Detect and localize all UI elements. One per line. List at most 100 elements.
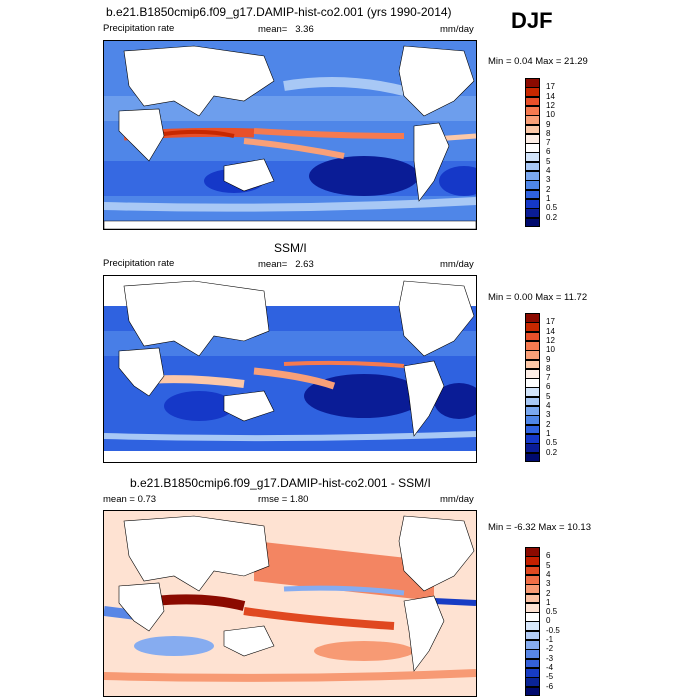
panel2-mean-value: 2.63 xyxy=(295,259,314,270)
panel3-colorbar-label: -1 xyxy=(546,635,554,644)
panel2-mean-label: mean= 2.63 xyxy=(258,259,314,270)
season-label: DJF xyxy=(511,8,553,33)
panel1-colorbar-cell xyxy=(525,217,540,228)
panel1-variable-label: Precipitation rate xyxy=(103,23,175,34)
panel3-colorbar-label: 0.5 xyxy=(546,607,558,617)
panel3-title: b.e21.B1850cmip6.f09_g17.DAMIP-hist-co2.… xyxy=(130,476,431,490)
panel1-minmax: Min = 0.04 Max = 21.29 xyxy=(488,56,588,67)
panel3-mean: mean = 0.73 xyxy=(103,494,157,505)
panel2-spcz xyxy=(253,367,336,390)
panel3-rmse: rmse = 1.80 xyxy=(258,494,309,505)
panel1-mean-value: 3.36 xyxy=(295,24,314,35)
panel3-colorbar-label: 3 xyxy=(546,579,551,589)
panel2-dry-satlantic xyxy=(434,383,476,419)
panel1-colorbar-label: 9 xyxy=(546,119,551,129)
panel2-land xyxy=(118,280,475,437)
panel2-colorbar-label: 6 xyxy=(546,382,551,392)
panel3-pacific-itcz-dry xyxy=(283,585,405,596)
panel2-colorbar: 17 14 12 10 9 8 7 6 5 4 3 2 1 0.5 0.2 xyxy=(525,313,585,463)
panel2-colorbar-label: 12 xyxy=(546,335,555,345)
panel1-colorbar-cell xyxy=(525,161,540,172)
panel3-colorbar-label: -5 xyxy=(546,672,554,682)
panel3-colorbar-label: 0 xyxy=(546,616,551,626)
panel3-colorbar-label: 2 xyxy=(546,588,551,598)
panel1-colorbar-label: 14 xyxy=(546,91,555,101)
panel1-colorbar-label: 3 xyxy=(546,175,551,185)
panel2-colorbar-label: 1 xyxy=(546,428,551,438)
panel3-colorbar-cell xyxy=(525,686,540,697)
panel2-colorbar-cell xyxy=(525,396,540,407)
panel2-colorbar-label: 14 xyxy=(546,326,555,336)
panel1-colorbar-label: 17 xyxy=(546,82,555,92)
panel3-colorbar: 6 5 4 3 2 1 0.5 0 -0.5 -1 -2 -3 -4 -5 -6 xyxy=(525,547,585,697)
panel1-colorbar-label: 2 xyxy=(546,184,551,194)
panel1-spcz xyxy=(243,138,345,159)
panel1-npacific-track xyxy=(283,77,406,96)
panel1-title: b.e21.B1850cmip6.f09_g17.DAMIP-hist-co2.… xyxy=(106,5,452,19)
panel2-south-track xyxy=(104,431,476,442)
panel1-colorbar-label: 0.5 xyxy=(546,203,558,213)
panel2-minmax: Min = 0.00 Max = 11.72 xyxy=(488,292,588,303)
panel2-units: mm/day xyxy=(440,259,474,270)
panel1-map xyxy=(103,40,477,230)
panel3-land xyxy=(118,515,475,672)
panel3-colorbar-cell xyxy=(525,584,540,594)
panel3-colorbar-label: 4 xyxy=(546,569,551,579)
panel3-tropical-wet xyxy=(243,607,395,630)
panel1-map-svg xyxy=(104,41,476,229)
panel2-colorbar-cell xyxy=(525,443,540,453)
panel3-colorbar-label: 5 xyxy=(546,560,551,570)
panel2-colorbar-label: 10 xyxy=(546,345,555,355)
panel2-pacific-itcz xyxy=(283,360,405,368)
panel2-colorbar-label: 9 xyxy=(546,354,551,364)
panel3-atlantic-dry xyxy=(433,598,476,606)
panel1-indian-core xyxy=(163,129,235,138)
panel1-south-track xyxy=(104,197,476,212)
panel1-dry-sepacific xyxy=(309,156,419,196)
panel3-colorbar-label: -2 xyxy=(546,644,554,654)
panel2-colorbar-label: 3 xyxy=(546,410,551,420)
panel1-dry-satlantic xyxy=(439,166,476,196)
panel2-title: SSM/I xyxy=(274,241,307,255)
panel2-colorbar-label: 17 xyxy=(546,317,555,327)
panel3-indian-wet xyxy=(153,594,246,611)
panel3-sindian-dry xyxy=(134,636,214,656)
panel1-colorbar-label: 0.2 xyxy=(546,212,558,222)
panel2-colorbar-label: 0.2 xyxy=(546,447,558,457)
panel3-map xyxy=(103,510,477,697)
panel2-colorbar-label: 5 xyxy=(546,391,551,401)
panel1-colorbar: 17 14 12 10 9 8 7 6 5 4 3 2 1 0.5 0.2 xyxy=(525,78,585,228)
panel1-colorbar-cell xyxy=(525,208,540,218)
panel3-colorbar-label: -6 xyxy=(546,681,554,691)
panel1-colorbar-label: 7 xyxy=(546,138,551,148)
panel1-units: mm/day xyxy=(440,24,474,35)
panel1-pacific-itcz xyxy=(253,128,405,139)
panel2-colorbar-cell xyxy=(525,350,540,360)
panel2-dry-sindian xyxy=(164,391,234,421)
panel3-colorbar-label: -0.5 xyxy=(546,625,560,635)
panel2-variable-label: Precipitation rate xyxy=(103,258,175,269)
panel2-colorbar-label: 0.5 xyxy=(546,438,558,448)
panel3-colorbar-label: -4 xyxy=(546,662,554,672)
panel1-colorbar-label: 1 xyxy=(546,193,551,203)
panel3-colorbar-label: 1 xyxy=(546,597,551,607)
panel3-colorbar-label: 6 xyxy=(546,551,551,561)
panel1-colorbar-label: 4 xyxy=(546,166,551,175)
panel3-units: mm/day xyxy=(440,494,474,505)
panel1-colorbar-label: 6 xyxy=(546,147,551,157)
panel2-colorbar-label: 4 xyxy=(546,401,551,410)
panel1-colorbar-label: 12 xyxy=(546,100,555,110)
panel3-colorbar-label: -3 xyxy=(546,653,554,663)
panel3-map-svg xyxy=(104,511,476,696)
panel3-minmax: Min = -6.32 Max = 10.13 xyxy=(488,522,591,533)
panel3-colorbar-cell xyxy=(525,677,540,687)
panel1-colorbar-label: 5 xyxy=(546,156,551,166)
panel1-colorbar-label: 8 xyxy=(546,128,551,138)
panel2-map xyxy=(103,275,477,463)
panel1-colorbar-cell xyxy=(525,115,540,125)
panel1-land xyxy=(104,45,476,229)
panel3-south-wet xyxy=(104,669,476,682)
panel2-colorbar-label: 7 xyxy=(546,373,551,383)
panel1-mean-label: mean= 3.36 xyxy=(258,24,314,35)
panel2-colorbar-label: 8 xyxy=(546,363,551,373)
